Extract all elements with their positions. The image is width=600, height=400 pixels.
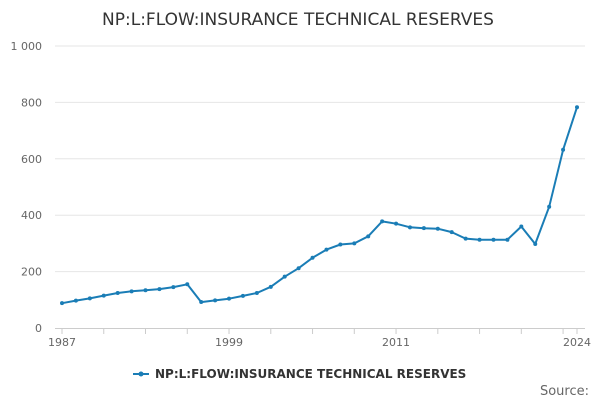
data-point[interactable] [143,288,148,293]
legend-marker [138,371,144,377]
data-point[interactable] [352,241,357,246]
data-point[interactable] [227,296,232,301]
data-point[interactable] [185,282,190,287]
y-tick-label: 400 [21,209,42,222]
data-point[interactable] [561,147,566,152]
data-point[interactable] [547,204,552,209]
y-tick-label: 800 [21,96,42,109]
x-tick-label: 2011 [382,336,410,349]
data-point[interactable] [366,234,371,239]
data-point[interactable] [115,291,120,296]
data-point[interactable] [421,226,426,231]
y-axis: 0 200 400 600 800 1 000 [11,40,43,335]
data-point[interactable] [310,255,315,260]
data-point[interactable] [407,225,412,230]
y-tick-label: 200 [21,266,42,279]
series-line [61,106,578,305]
data-point[interactable] [491,237,496,242]
data-point[interactable] [505,237,510,242]
data-point[interactable] [101,293,106,298]
grid-lines [55,45,585,273]
x-axis: 1987 1999 2011 2024 [48,328,591,349]
data-point[interactable] [87,296,92,301]
data-point[interactable] [157,287,162,292]
data-point[interactable] [394,221,399,226]
data-point[interactable] [533,241,538,246]
source-label: Source: [540,384,589,399]
data-point[interactable] [213,298,218,303]
y-tick-label: 1 000 [11,40,43,53]
x-tick-label: 1999 [215,336,243,349]
data-point[interactable] [463,236,468,241]
data-point[interactable] [282,274,287,279]
data-point[interactable] [60,301,64,306]
chart-title: NP:L:FLOW:INSURANCE TECHNICAL RESERVES [102,10,494,30]
data-point[interactable] [338,242,343,247]
data-point[interactable] [73,298,78,303]
data-point[interactable] [575,105,579,110]
data-point[interactable] [477,237,482,242]
series-group [60,105,579,306]
data-point[interactable] [296,266,301,271]
y-tick-label: 0 [35,322,42,335]
y-tick-label: 600 [21,153,42,166]
legend[interactable]: NP:L:FLOW:INSURANCE TECHNICAL RESERVES [133,367,466,381]
data-point[interactable] [268,284,273,289]
data-point[interactable] [324,247,329,252]
data-point[interactable] [519,224,524,229]
data-point[interactable] [171,285,176,290]
data-point[interactable] [129,289,134,294]
x-tick-label: 1987 [48,336,76,349]
data-point[interactable] [254,291,259,296]
data-point[interactable] [380,219,385,224]
data-point[interactable] [449,230,454,235]
data-point[interactable] [435,226,440,231]
x-tick-label: 2024 [563,336,591,349]
data-point[interactable] [199,300,204,305]
legend-label: NP:L:FLOW:INSURANCE TECHNICAL RESERVES [155,367,466,381]
data-point[interactable] [240,293,245,298]
